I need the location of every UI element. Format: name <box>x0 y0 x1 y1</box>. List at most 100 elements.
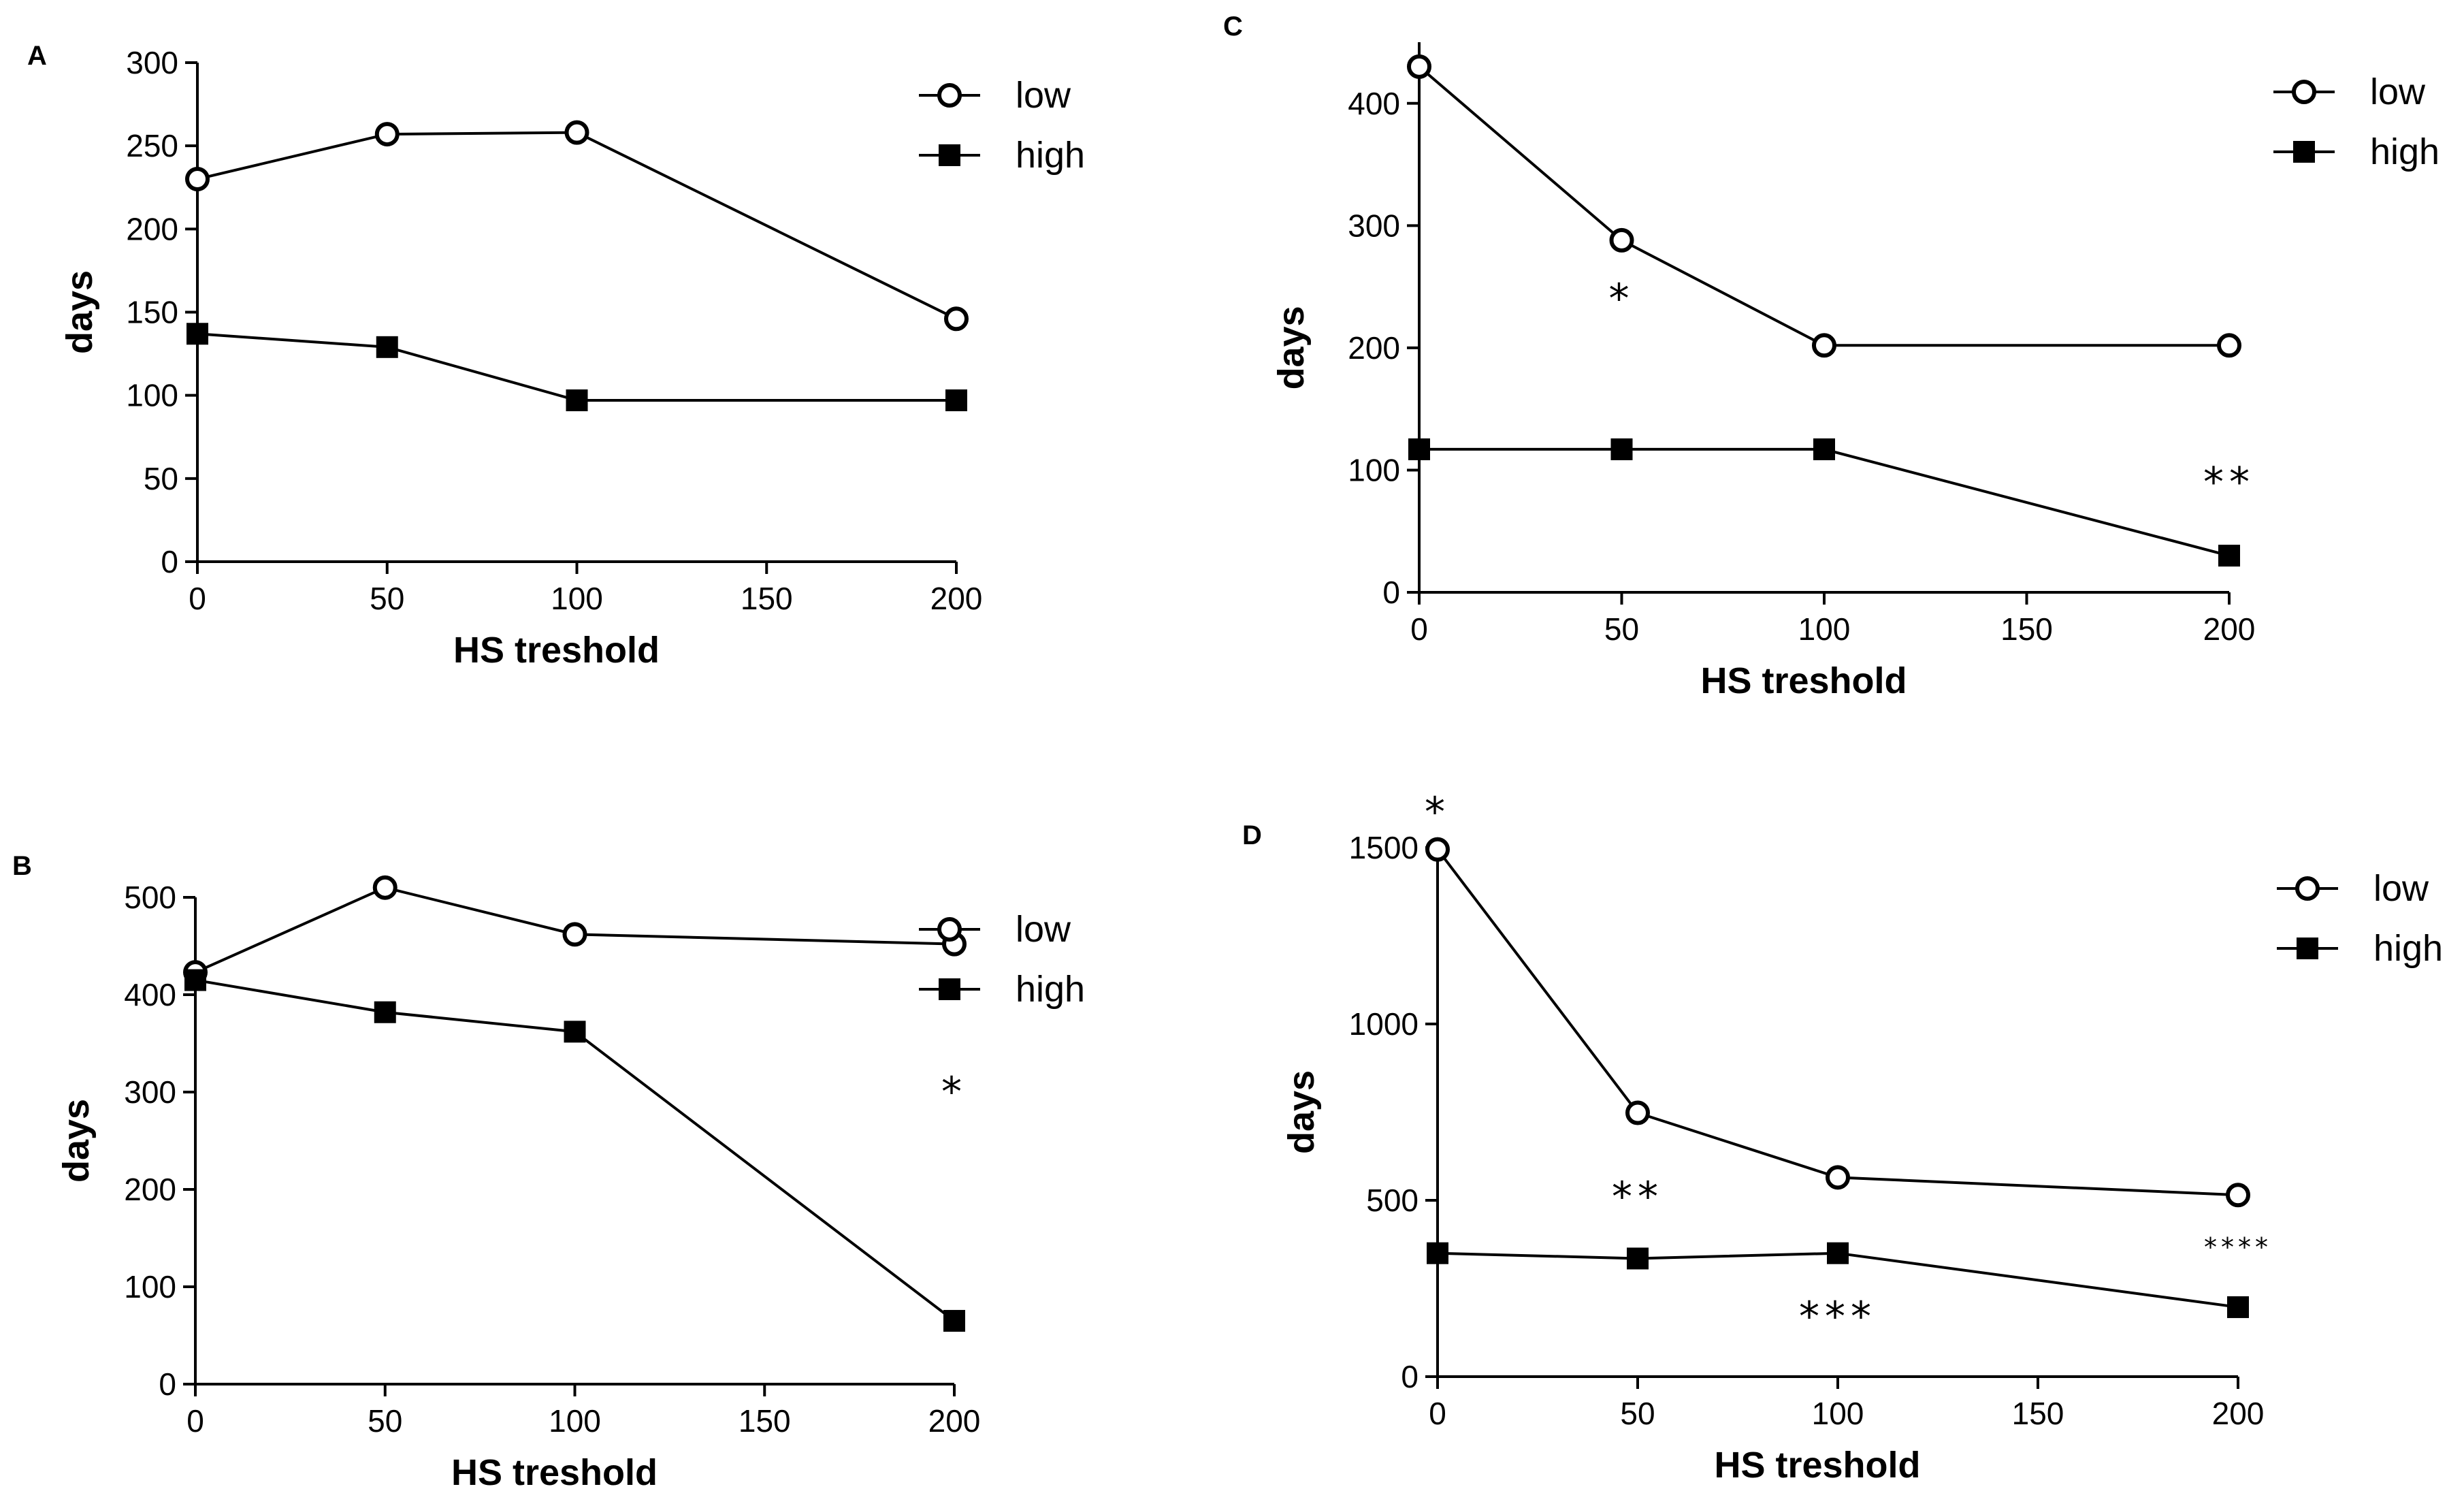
data-point-low <box>944 306 969 332</box>
y-tick-label: 500 <box>124 880 176 915</box>
y-axis-title: days <box>56 1099 97 1183</box>
data-point-low <box>1625 1100 1650 1125</box>
y-tick-label: 0 <box>161 544 178 579</box>
x-tick-label: 100 <box>1812 1396 1864 1431</box>
x-tick-label: 150 <box>741 581 793 616</box>
x-tick-label: 50 <box>370 581 404 616</box>
data-point-high <box>1408 438 1430 460</box>
significance-annotation: *** <box>1799 1293 1877 1341</box>
x-tick-label: 150 <box>2000 611 2053 647</box>
legend-label-high: high <box>1016 135 1085 176</box>
x-tick-label: 200 <box>2203 611 2256 647</box>
x-tick-label: 100 <box>549 1403 601 1439</box>
data-point-low <box>2226 1183 2250 1208</box>
legend-label-high: high <box>2370 131 2439 172</box>
data-point-high <box>1627 1247 1649 1270</box>
x-tick-label: 150 <box>2012 1396 2064 1431</box>
data-point-high <box>564 1021 586 1043</box>
x-tick-label: 200 <box>2212 1396 2265 1431</box>
y-tick-label: 500 <box>1366 1183 1419 1218</box>
series-line-low <box>197 131 957 321</box>
legend-label-low: low <box>2370 71 2426 112</box>
data-point-low <box>1609 227 1634 253</box>
data-point-low <box>562 922 587 947</box>
data-point-low <box>1425 837 1450 862</box>
y-tick-label: 300 <box>124 1074 176 1110</box>
significance-annotation: * <box>1609 275 1635 323</box>
y-tick-label: 0 <box>159 1366 176 1402</box>
series-line-low <box>1418 65 2229 347</box>
y-tick-label: 300 <box>1348 208 1400 243</box>
x-tick-label: 200 <box>930 581 983 616</box>
significance-annotation: ** <box>2203 458 2255 506</box>
y-tick-label: 200 <box>126 211 178 246</box>
significance-annotation: * <box>941 1068 967 1116</box>
legend-marker-high <box>939 144 960 166</box>
y-axis-title: days <box>59 270 100 354</box>
x-axis-title: HS treshold <box>1700 660 1907 701</box>
legend-marker-low <box>2292 80 2316 104</box>
data-point-high <box>945 389 967 411</box>
data-point-low <box>372 875 398 900</box>
significance-annotation: ** <box>1612 1173 1664 1221</box>
legend-marker-low <box>937 83 962 108</box>
legend-marker-low <box>937 917 962 942</box>
y-tick-label: 400 <box>124 977 176 1012</box>
x-tick-label: 150 <box>739 1403 791 1439</box>
y-tick-label: 100 <box>126 378 178 413</box>
data-point-high <box>1827 1242 1849 1264</box>
y-tick-label: 250 <box>126 128 178 163</box>
panel-c: C 0 100 200 300 400 0 50 100 150 200 HS treshold day… <box>1223 12 2439 701</box>
data-point-high <box>1813 438 1835 460</box>
x-tick-label: 0 <box>187 1403 204 1439</box>
significance-annotation: **** <box>2204 1232 2272 1262</box>
data-point-high <box>566 389 588 411</box>
panel-label: C <box>1223 12 1243 42</box>
series-line-low <box>195 886 955 974</box>
panel-label: D <box>1242 820 1262 850</box>
panel-label: B <box>12 851 32 881</box>
y-tick-label: 300 <box>126 45 178 80</box>
data-point-high <box>2218 545 2240 567</box>
x-tick-label: 100 <box>1798 611 1851 647</box>
x-tick-label: 50 <box>368 1403 402 1439</box>
data-point-high <box>1427 1242 1448 1264</box>
data-point-low <box>2217 333 2241 358</box>
legend-marker-low <box>2295 876 2320 901</box>
data-point-high <box>943 1310 965 1332</box>
data-point-high <box>184 969 206 991</box>
legend-label-low: low <box>1016 75 1071 116</box>
series-line-high <box>1419 447 2230 558</box>
y-tick-label: 0 <box>1401 1359 1419 1394</box>
legend-marker-high <box>2297 938 2318 959</box>
x-tick-label: 200 <box>928 1403 981 1439</box>
panel-a: A 0 50 100 150 200 250 300 0 50 100 150 200 HS tresho… <box>27 41 1085 671</box>
y-tick-label: 1500 <box>1349 830 1419 865</box>
y-axis-title: days <box>1271 306 1312 389</box>
x-tick-label: 0 <box>1429 1396 1446 1431</box>
x-tick-label: 50 <box>1604 611 1639 647</box>
series-line-high <box>197 332 956 402</box>
data-point-low <box>185 167 210 192</box>
series-line-high <box>1437 1251 2239 1309</box>
data-point-high <box>187 323 208 345</box>
data-point-high <box>374 1001 396 1023</box>
legend-label-low: low <box>2373 868 2429 909</box>
x-tick-label: 100 <box>551 581 603 616</box>
x-axis-title: HS treshold <box>453 630 660 671</box>
legend-label-low: low <box>1016 909 1071 950</box>
y-tick-label: 200 <box>1348 330 1400 366</box>
y-tick-label: 200 <box>124 1172 176 1207</box>
data-point-high <box>1610 438 1633 460</box>
legend-marker-high <box>2293 141 2315 163</box>
legend-label-high: high <box>1016 969 1085 1010</box>
y-tick-label: 100 <box>1348 452 1400 487</box>
data-point-low <box>1407 54 1431 79</box>
y-axis-title: days <box>1281 1070 1322 1154</box>
legend-label-high: high <box>2373 928 2443 969</box>
data-point-high <box>376 336 398 358</box>
significance-annotation: * <box>1425 788 1450 836</box>
panel-label: A <box>27 41 47 71</box>
y-tick-label: 50 <box>144 461 178 496</box>
y-tick-label: 150 <box>126 295 178 330</box>
